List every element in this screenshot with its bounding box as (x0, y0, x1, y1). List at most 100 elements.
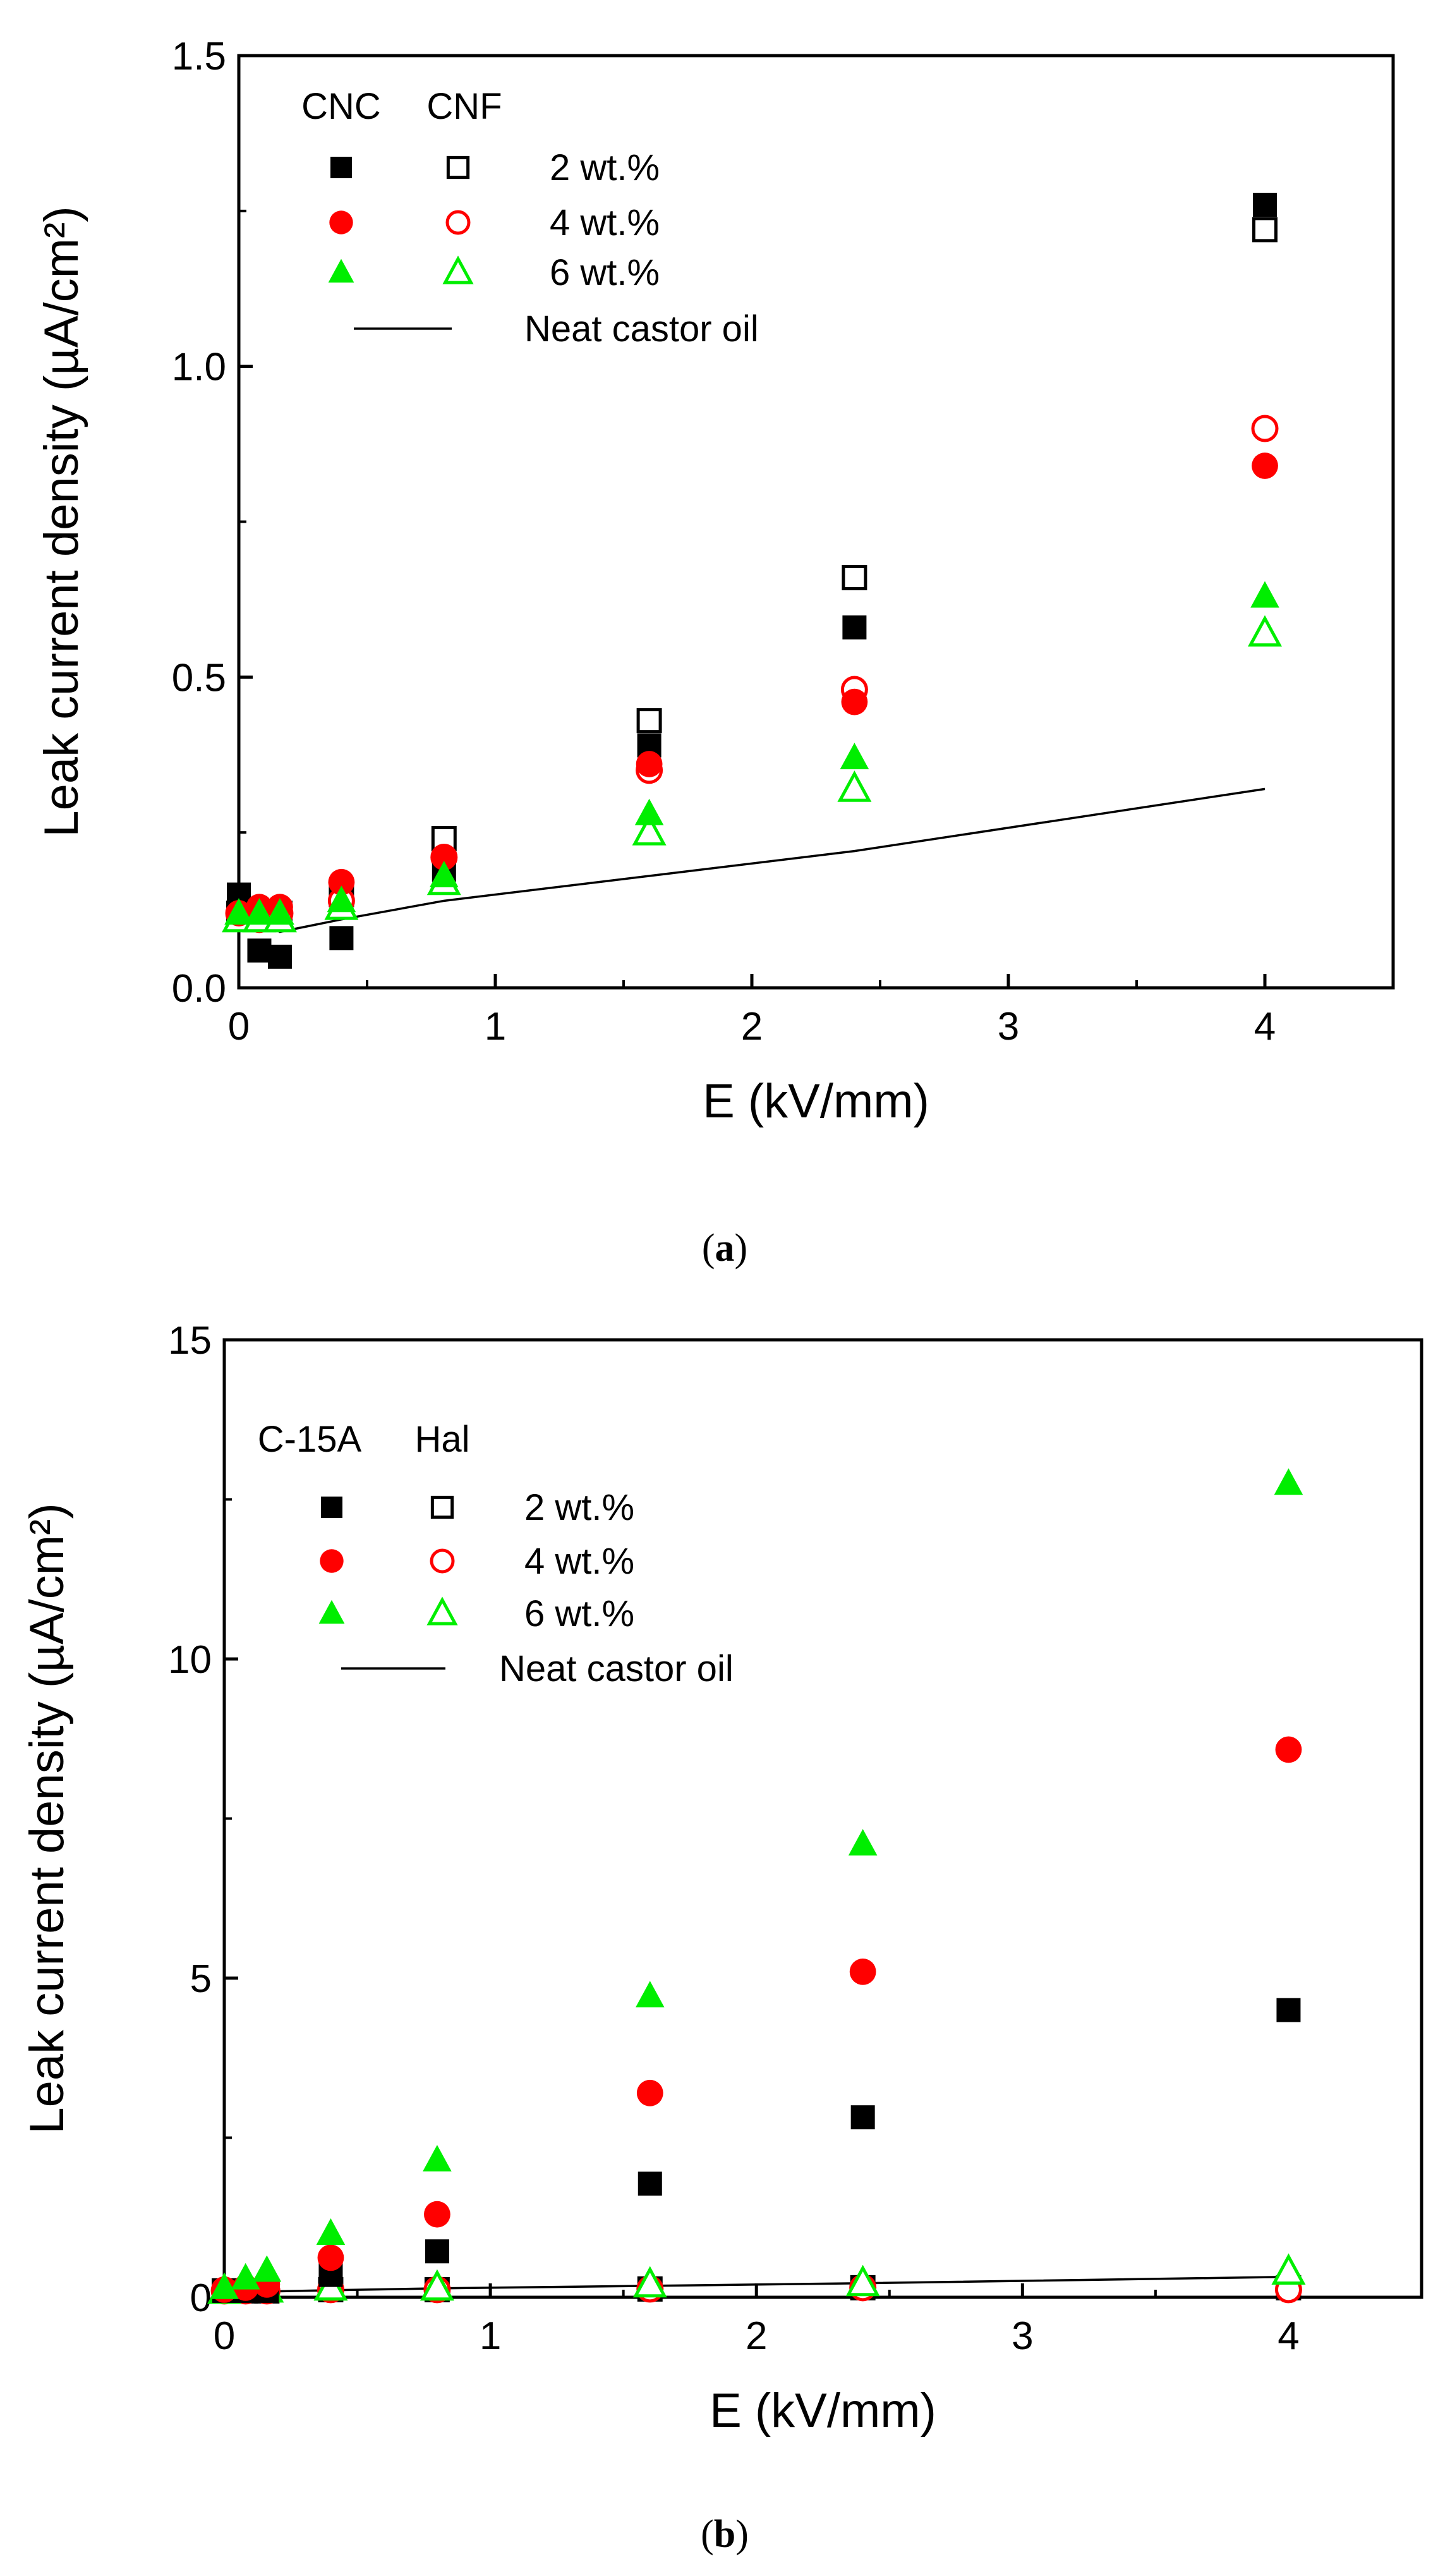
point-c-15a-6-wt (210, 2272, 239, 2299)
panel-a: 0 1 2 3 4 0.0 0.5 1.0 1.5 E (kV/mm) Leak current d… (35, 35, 1395, 1270)
point-cnc-2-wt (247, 939, 272, 963)
point-c-15a-2-wt (1276, 1998, 1301, 2022)
point-cnc-4-wt (841, 688, 868, 715)
y-tick-label: 0 (190, 2276, 212, 2320)
x-tick-label: 4 (1278, 2314, 1299, 2358)
point-cnc-6-wt (634, 798, 664, 825)
legend-header-open: Hal (414, 1419, 469, 1460)
point-hal-6-wt (1271, 2253, 1306, 2285)
legend-header-filled: CNC (301, 86, 381, 127)
point-hal-6-wt (845, 2264, 880, 2297)
point-cnf-4-wt (1251, 415, 1279, 442)
point-cnc-4-wt (636, 751, 663, 777)
x-axis-title: E (kV/mm) (710, 2384, 936, 2438)
x-axis-title: E (kV/mm) (703, 1074, 929, 1128)
point-hal-6-wt (420, 2269, 454, 2301)
legend-marker-filled-square (321, 1497, 342, 1518)
point-c-15a-4-wt (423, 2201, 450, 2228)
legend-marker-open-square (446, 155, 470, 179)
legend-label-2: 4 wt.% (524, 1541, 634, 1582)
point-cnc-4-wt (430, 844, 457, 871)
y-tick-label: 0.5 (172, 656, 226, 700)
point-c-15a-6-wt (635, 1981, 665, 2008)
point-cnc-4-wt (328, 868, 355, 896)
point-c-15a-2-wt (850, 2105, 875, 2130)
point-cnc-4-wt (1252, 453, 1278, 479)
point-c-15a-6-wt (848, 1828, 878, 1856)
legend-label-3: 6 wt.% (550, 252, 660, 293)
plot-frame (222, 1338, 1423, 2299)
legend-marker-filled-square (330, 157, 352, 178)
point-c-15a-4-wt (317, 2244, 344, 2271)
x-tick-label: 4 (1254, 1005, 1276, 1048)
y-axis-title: Leak current density (µA/cm²) (20, 1503, 74, 2134)
point-cnc-6-wt (327, 885, 356, 913)
y-axis-title: Leak current density (µA/cm²) (35, 206, 88, 837)
point-cnc-6-wt (1250, 581, 1279, 608)
point-c-15a-2-wt (425, 2239, 449, 2264)
x-tick-label: 3 (998, 1005, 1019, 1048)
y-tick-label: 1.5 (172, 35, 226, 78)
legend-marker-open-circle (430, 1548, 455, 1574)
point-c-15a-4-wt (636, 2079, 663, 2106)
legend-marker-filled-triangle (318, 1600, 345, 1624)
point-c-15a-4-wt (1275, 1736, 1302, 1763)
point-c-15a-6-wt (423, 2144, 452, 2172)
legend-marker-open-triangle (442, 255, 474, 284)
point-cnc-2-wt (1253, 193, 1277, 217)
panel-caption: (b) (701, 2513, 749, 2556)
y-tick-label: 0.0 (172, 967, 226, 1011)
point-c-15a-2-wt (637, 2172, 662, 2196)
point-cnc-2-wt (329, 926, 354, 951)
legend-marker-open-circle (445, 210, 471, 235)
y-tick-label: 15 (168, 1319, 212, 1363)
y-tick-label: 5 (190, 1957, 212, 2001)
point-c-15a-6-wt (1274, 1468, 1303, 1495)
point-cnf-2-wt (1252, 217, 1278, 243)
point-cnf-6-wt (837, 770, 872, 802)
point-cnf-6-wt (1247, 615, 1283, 647)
legend-marker-open-triangle (426, 1596, 458, 1625)
point-cnc-2-wt (267, 944, 292, 969)
point-cnf-6-wt (632, 813, 667, 846)
panel-b: 0 1 2 3 4 0 5 10 15 E (kV/mm) Leak current density… (20, 1319, 1423, 2556)
legend-label-2: 4 wt.% (550, 202, 660, 243)
point-c-15a-4-wt (849, 1959, 876, 1985)
legend-header-open: CNF (426, 86, 502, 127)
legend-marker-open-square (430, 1495, 454, 1519)
point-cnf-2-wt (636, 708, 662, 734)
x-tick-label: 0 (214, 2314, 235, 2358)
legend-label-1: 2 wt.% (550, 147, 660, 188)
legend-header-filled: C-15A (258, 1419, 362, 1460)
point-hal-6-wt (632, 2266, 667, 2298)
y-tick-label: 10 (168, 1638, 212, 1682)
x-tick-label: 1 (485, 1005, 506, 1048)
legend-label-1: 2 wt.% (524, 1487, 634, 1528)
point-c-15a-6-wt (252, 2255, 282, 2282)
legend-marker-filled-triangle (328, 258, 354, 283)
x-tick-label: 2 (741, 1005, 763, 1048)
x-tick-label: 0 (228, 1005, 250, 1048)
legend-marker-filled-circle (329, 210, 353, 234)
legend-label-neat-castor-oil: Neat castor oil (524, 308, 759, 349)
point-cnc-6-wt (224, 898, 253, 925)
point-c-15a-6-wt (231, 2263, 260, 2290)
point-cnc-6-wt (430, 861, 459, 887)
x-tick-label: 2 (746, 2314, 767, 2358)
plot-frame (237, 54, 1395, 990)
point-cnc-6-wt (265, 898, 294, 925)
legend-marker-filled-circle (320, 1549, 344, 1573)
x-tick-label: 3 (1012, 2314, 1033, 2358)
legend-label-3: 6 wt.% (524, 1593, 634, 1634)
point-cnc-6-wt (840, 743, 869, 770)
legend-label-neat-castor-oil: Neat castor oil (499, 1648, 734, 1689)
x-tick-label: 1 (480, 2314, 501, 2358)
point-cnf-2-wt (842, 565, 867, 590)
point-cnc-2-wt (842, 615, 867, 640)
point-cnc-6-wt (245, 898, 274, 925)
panel-caption: (a) (702, 1227, 747, 1270)
point-c-15a-6-wt (316, 2218, 346, 2245)
neat-castor-oil-line (238, 787, 1266, 933)
y-tick-label: 1.0 (172, 346, 226, 389)
